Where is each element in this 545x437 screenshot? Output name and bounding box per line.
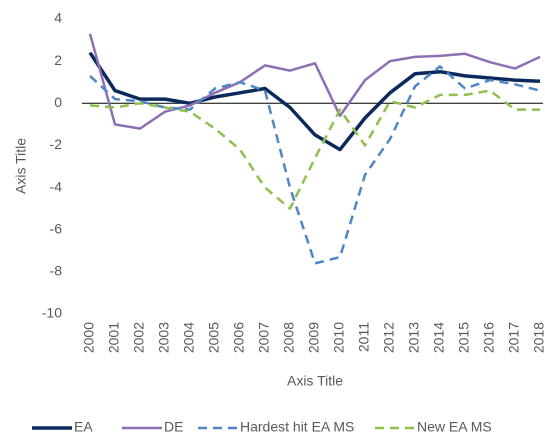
x-tick-label: 2009 — [306, 322, 322, 353]
y-tick-label: 2 — [54, 52, 62, 68]
legend-label: DE — [164, 419, 183, 435]
x-tick-label: 2013 — [406, 322, 422, 353]
x-tick-label: 2016 — [481, 322, 497, 353]
y-axis-title: Axis Title — [13, 138, 29, 194]
x-tick-label: 2006 — [231, 322, 247, 353]
y-tick-label: -10 — [42, 305, 62, 321]
line-series — [88, 51, 541, 152]
x-tick-label: 2014 — [431, 322, 447, 353]
x-tick-label: 2003 — [156, 322, 172, 353]
legend-label: New EA MS — [417, 419, 492, 435]
x-tick-label: 2010 — [331, 322, 347, 353]
x-tick-label: 2000 — [81, 322, 97, 353]
line-series — [89, 65, 541, 265]
legend-label: Hardest hit EA MS — [240, 419, 354, 435]
x-tick-label: 2011 — [356, 322, 372, 352]
x-tick-label: 2004 — [181, 322, 197, 353]
x-tick-label: 2007 — [256, 322, 272, 353]
y-tick-label: 4 — [54, 10, 62, 26]
y-tick-label: -6 — [50, 220, 63, 236]
line-series — [89, 89, 540, 210]
y-tick-label: -2 — [50, 136, 63, 152]
x-tick-label: 2002 — [131, 322, 147, 353]
x-tick-label: 2017 — [506, 322, 522, 353]
y-tick-label: 0 — [54, 94, 62, 110]
x-tick-label: 2005 — [206, 322, 222, 353]
x-tick-label: 2001 — [106, 322, 122, 353]
x-tick-label: 2015 — [456, 322, 472, 353]
x-axis-title: Axis Title — [287, 373, 343, 389]
x-tick-label: 2018 — [531, 322, 545, 353]
x-tick-label: 2008 — [281, 322, 297, 353]
y-tick-label: -8 — [50, 263, 63, 279]
line-series — [88, 33, 541, 130]
y-tick-label: -4 — [50, 178, 63, 194]
x-tick-label: 2012 — [381, 322, 397, 353]
legend-label: EA — [74, 419, 93, 435]
